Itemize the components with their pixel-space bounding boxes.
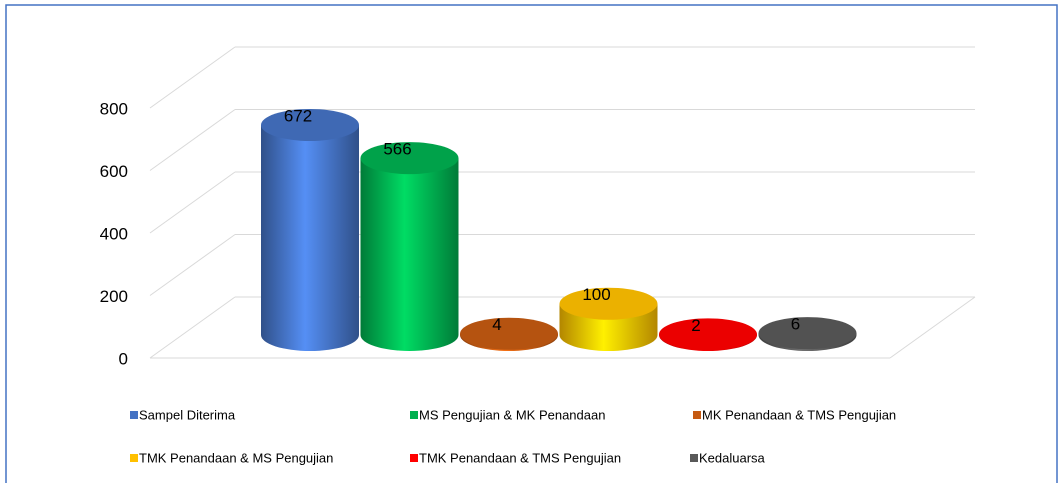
y-tick-label: 800 [100,99,128,118]
bar-cap [261,109,359,141]
legend-swatch [130,411,138,419]
legend-label: MK Penandaan & TMS Pengujian [702,407,896,422]
bar [261,109,359,351]
legend-label: TMK Penandaan & TMS Pengujian [419,450,621,465]
bar-cap [460,317,558,350]
bar-cap [360,142,459,175]
legend-swatch [410,411,418,419]
y-tick-label: 400 [100,224,128,243]
grid-line-side [149,171,236,234]
floor-right [889,296,976,359]
legend-swatch [690,454,698,462]
bar-cap [559,287,658,320]
legend-label: MS Pengujian & MK Penandaan [419,407,605,422]
bar [559,287,658,351]
y-tick-label: 600 [100,162,128,181]
legend-swatch [410,454,418,462]
bar-body [261,125,359,351]
bar [659,318,757,351]
legend-label: Kedaluarsa [699,450,766,465]
value-label: 672 [284,106,312,125]
grid-line-side [149,46,236,109]
bar-cap [758,317,857,350]
bar-body [360,158,459,351]
legend-swatch [130,454,138,462]
legend-label: Sampel Diterima [139,407,236,422]
y-tick-label: 200 [100,287,128,306]
value-label: 100 [582,285,610,304]
value-label: 566 [383,140,411,159]
grid-line-side [149,296,236,359]
legend-swatch [693,411,701,419]
bar [758,317,857,351]
value-label: 2 [691,316,700,335]
bar-cap [659,318,757,351]
bar [360,142,459,351]
grid-line-side [149,234,236,296]
legend-label: TMK Penandaan & MS Pengujian [139,450,333,465]
y-tick-label: 0 [119,349,128,368]
value-label: 4 [492,315,501,334]
chart-frame [5,4,1058,483]
grid-line-side [149,109,236,171]
value-label: 6 [791,315,800,334]
bar [460,317,558,351]
